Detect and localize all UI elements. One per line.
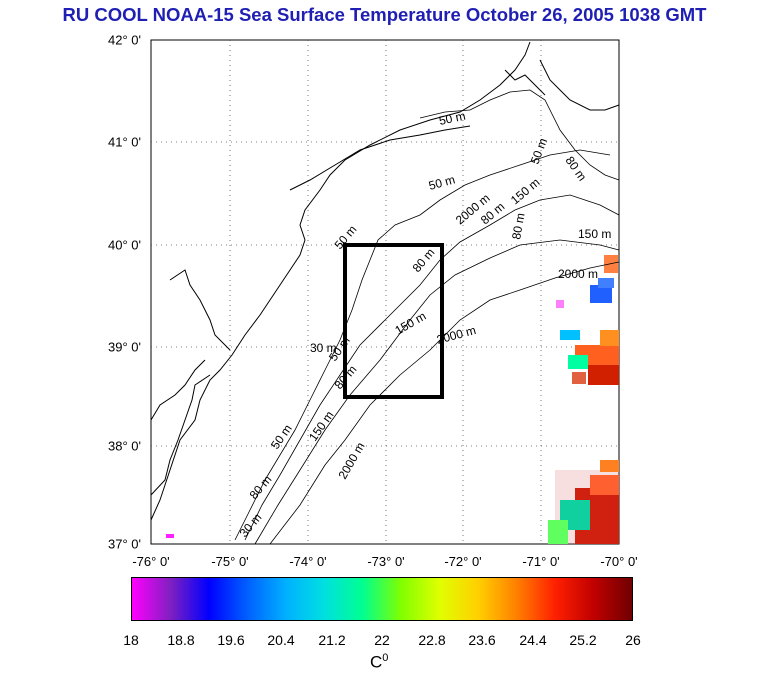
study-area-box: [343, 243, 444, 399]
lon-label: -70° 0': [600, 554, 638, 569]
colorbar: [131, 577, 633, 621]
colorbar-tick: 24.4: [519, 632, 547, 648]
lon-label: -76° 0': [132, 554, 170, 569]
lat-label: 37° 0': [108, 536, 141, 552]
isobath-label: 80 m: [509, 212, 527, 241]
isobath-label: 50 m: [438, 109, 467, 128]
colorbar-tick: 20.4: [267, 632, 295, 648]
colorbar-tick: 21.2: [318, 632, 346, 648]
lat-label: 42° 0': [108, 32, 141, 48]
colorbar-tick: 23.6: [468, 632, 496, 648]
colorbar-tick: 18.8: [167, 632, 195, 648]
colorbar-unit: C0: [370, 652, 389, 672]
lat-label: 39° 0': [108, 339, 141, 355]
map-frame: [150, 39, 620, 545]
map-title: RU COOL NOAA-15 Sea Surface Temperature …: [62, 4, 707, 25]
isobath-label: 150 m: [578, 227, 611, 241]
colorbar-tick: 25.2: [569, 632, 597, 648]
lat-label: 41° 0': [108, 134, 141, 150]
lon-label: -72° 0': [444, 554, 482, 569]
lon-label: -75° 0': [211, 554, 249, 569]
isobaths: [234, 89, 620, 545]
colorbar-tick: 22.8: [418, 632, 446, 648]
lon-label: -71° 0': [522, 554, 560, 569]
isobath-label: 50 m: [427, 172, 456, 192]
colorbar-tick: 18: [123, 632, 139, 648]
colorbar-tick: 19.6: [217, 632, 245, 648]
isobath-label: 30 m: [310, 341, 337, 355]
colorbar-tick: 26: [625, 632, 641, 648]
isobath-label: 2000 m: [558, 267, 598, 281]
graticule: [151, 40, 619, 544]
lat-label: 38° 0': [108, 438, 141, 454]
lon-label: -73° 0': [367, 554, 405, 569]
colorbar-tick: 22: [374, 632, 390, 648]
sst-pixels: [166, 255, 619, 544]
sst-map: 50 m 50 m 50 m 80 m 80 m 150 m 150 m 200…: [150, 39, 620, 545]
lon-label: -74° 0': [289, 554, 327, 569]
coastline: [150, 41, 620, 521]
lat-label: 40° 0': [108, 237, 141, 253]
